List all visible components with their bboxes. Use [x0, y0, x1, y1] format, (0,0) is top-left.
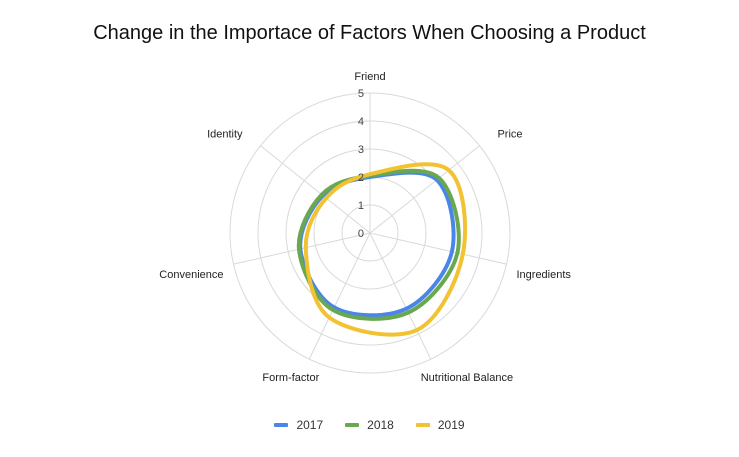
axis-spoke: [308, 232, 371, 360]
axis-spoke: [369, 232, 432, 360]
legend-item: 2019: [415, 418, 465, 432]
r-tick-label: 4: [358, 116, 364, 128]
r-tick-label: 0: [358, 228, 364, 240]
category-label: Friend: [354, 71, 385, 83]
r-tick-label: 5: [358, 88, 364, 100]
category-label: Form-factor: [262, 372, 319, 384]
category-label: Nutritional Balance: [421, 372, 513, 384]
chart-title: Change in the Importace of Factors When …: [93, 22, 646, 44]
category-label: Convenience: [159, 269, 223, 281]
legend-swatch: [345, 423, 360, 427]
axis-spoke: [369, 232, 507, 265]
legend-label: 2018: [367, 418, 394, 432]
legend-item: 2018: [345, 418, 394, 432]
series-line-2018: [296, 168, 461, 321]
category-label: Price: [497, 129, 522, 141]
legend-swatch: [415, 423, 430, 427]
legend-swatch: [274, 423, 289, 427]
r-tick-label: 2: [358, 172, 364, 184]
category-label: Ingredients: [516, 269, 571, 281]
legend: 2017 2018 2019: [0, 418, 739, 432]
legend-label: 2017: [296, 418, 324, 432]
legend-label: 2019: [437, 418, 465, 432]
axis-spoke: [369, 145, 480, 234]
r-tick-label: 3: [358, 144, 364, 156]
category-label: Identity: [207, 129, 243, 141]
axis-spoke: [260, 145, 371, 234]
series-line-2019: [303, 162, 468, 337]
r-tick-label: 1: [358, 200, 364, 212]
legend-item: 2017: [274, 418, 323, 432]
